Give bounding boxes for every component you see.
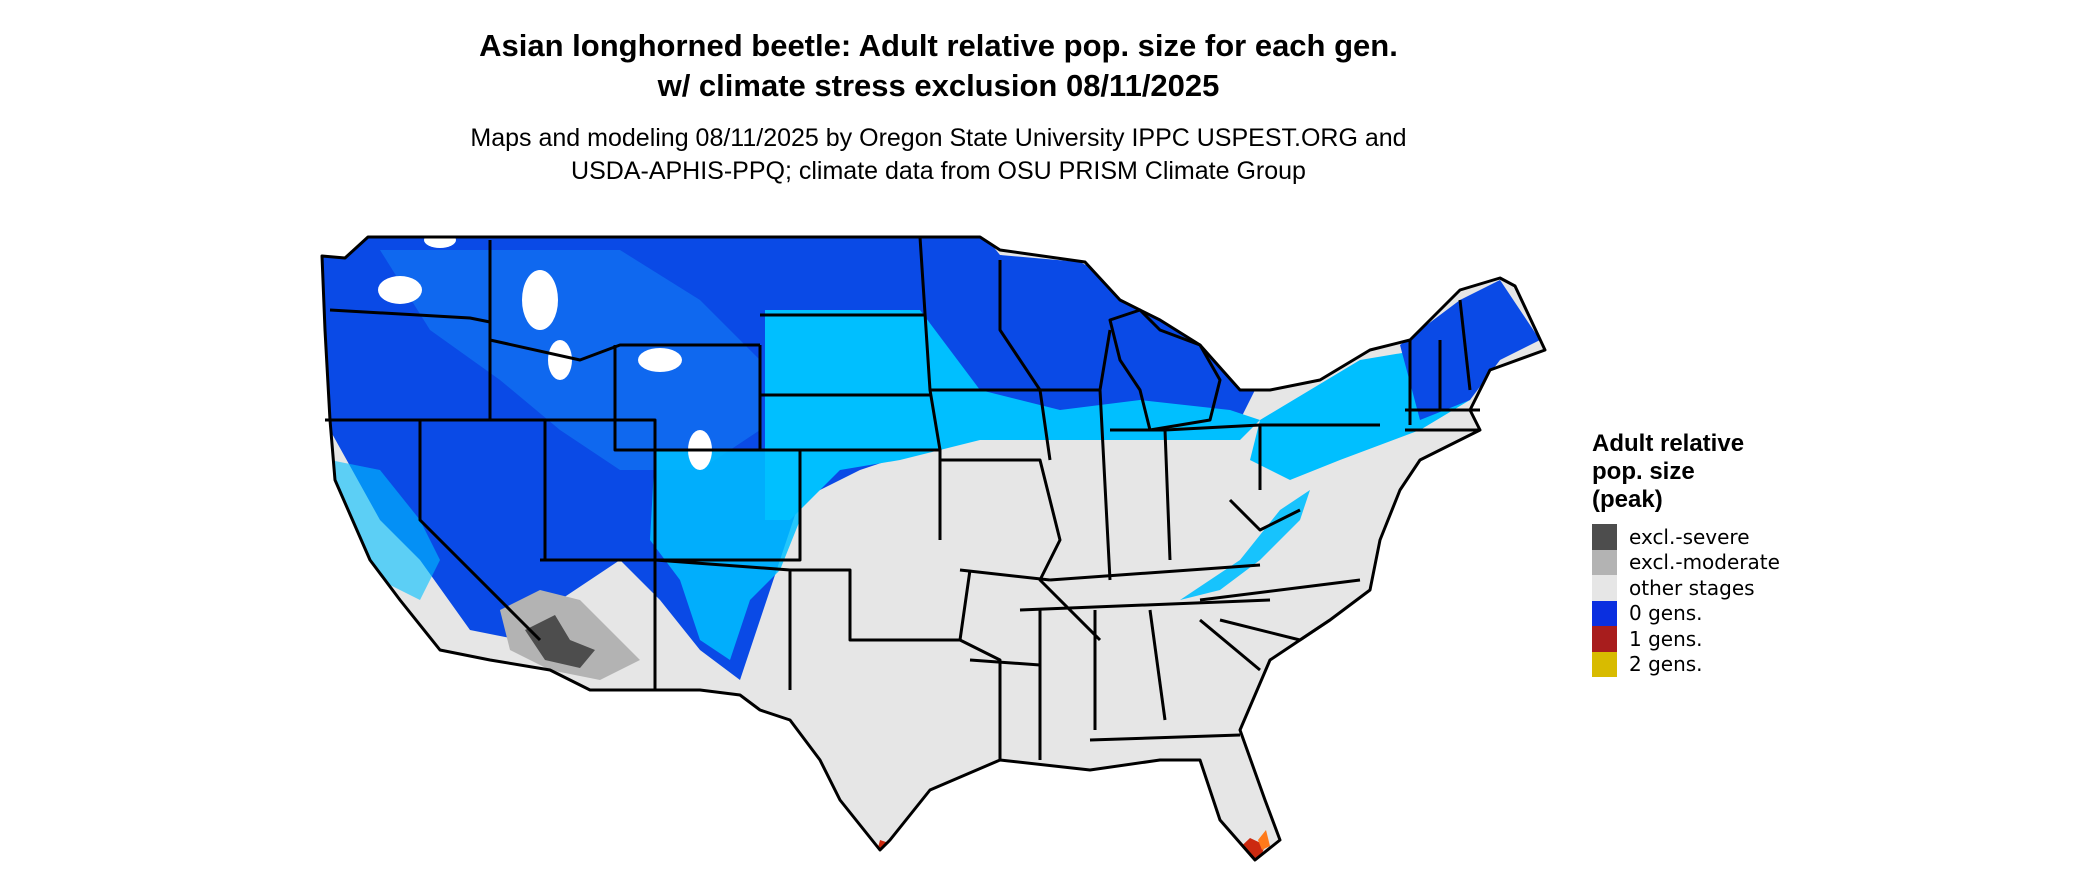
al-ga-border (1148, 609, 1167, 721)
legend-item-excl-moderate: excl.-moderate (1592, 549, 1780, 575)
sc-ga-border (1199, 618, 1261, 672)
legend-label: 2 gens. (1629, 652, 1703, 677)
mt-south-border (489, 338, 760, 362)
legend-items: excl.-severe excl.-moderate other stages… (1592, 524, 1780, 677)
zero-gens-colorado-region (650, 450, 800, 660)
legend-item-excl-severe: excl.-severe (1592, 524, 1780, 550)
wa-or-border (329, 308, 491, 324)
legend-swatch (1592, 549, 1617, 575)
two-gens-florida-region (1258, 830, 1270, 850)
map-subtitle-line-1: Maps and modeling 08/11/2025 by Oregon S… (470, 124, 1407, 152)
legend-label: excl.-moderate (1629, 550, 1780, 575)
legend-label: 0 gens. (1629, 601, 1703, 626)
legend-item-0-gens: 0 gens. (1592, 600, 1780, 626)
map-subtitle-line-2: USDA-APHIS-PPQ; climate data from OSU PR… (571, 157, 1306, 185)
excl-severe-region (525, 615, 595, 668)
map-title-line-1: Asian longhorned beetle: Adult relative … (479, 28, 1398, 63)
co-border (653, 450, 802, 562)
map-title-line-2: w/ climate stress exclusion 08/11/2025 (657, 68, 1220, 103)
nc-sc-border (1219, 618, 1331, 642)
mo-ar-border (959, 568, 1051, 582)
legend-swatch (1592, 524, 1617, 550)
tx-border (850, 638, 1002, 760)
legend-item-2-gens: 2 gens. (1592, 651, 1780, 677)
mi-lp-outline (1108, 308, 1222, 432)
zero-gens-westcoast-region (330, 460, 440, 600)
ia-mo-border (940, 458, 1102, 642)
zero-gens-michigan-region (1000, 255, 1200, 360)
me-nh-border (1458, 299, 1472, 391)
wy-border (613, 345, 762, 452)
legend-swatch (1592, 651, 1617, 677)
tn-border (1019, 598, 1271, 612)
legend-swatch (1592, 575, 1617, 601)
wv-border (1228, 498, 1301, 532)
zero-gens-plains-region (765, 310, 1260, 520)
nv-ca-border (418, 420, 542, 642)
excl-moderate-region (500, 590, 640, 680)
legend-item-other-stages: other stages (1592, 575, 1780, 601)
legend-title-line-2: pop. size (1592, 458, 1695, 485)
map-title: Asian longhorned beetle: Adult relative … (0, 26, 1877, 106)
legend-item-1-gens: 1 gens. (1592, 626, 1780, 652)
map-subtitle: Maps and modeling 08/11/2025 by Oregon S… (0, 122, 1877, 188)
legend-swatch (1592, 600, 1617, 626)
ky-tn-border (1049, 563, 1261, 582)
ga-fl-border (1089, 733, 1241, 742)
legend-label: 1 gens. (1629, 626, 1703, 651)
va-nc-border (1199, 578, 1361, 602)
legend-title: Adult relative pop. size (peak) (1592, 430, 1780, 514)
legend-label: other stages (1629, 575, 1755, 600)
legend-title-line-3: (peak) (1592, 486, 1663, 513)
zero-gens-appalachian-region (1180, 490, 1310, 600)
national-outline (320, 235, 1547, 862)
legend-title-line-1: Adult relative (1592, 430, 1745, 457)
legend-swatch (1592, 626, 1617, 652)
wi-border (998, 260, 1112, 392)
legend-label: excl.-severe (1629, 524, 1750, 549)
state-borders (320, 235, 1547, 862)
high-elevation-patches (378, 237, 712, 470)
legend: Adult relative pop. size (peak) excl.-se… (1592, 430, 1780, 677)
zero-gens-new-england-region (1400, 280, 1540, 420)
